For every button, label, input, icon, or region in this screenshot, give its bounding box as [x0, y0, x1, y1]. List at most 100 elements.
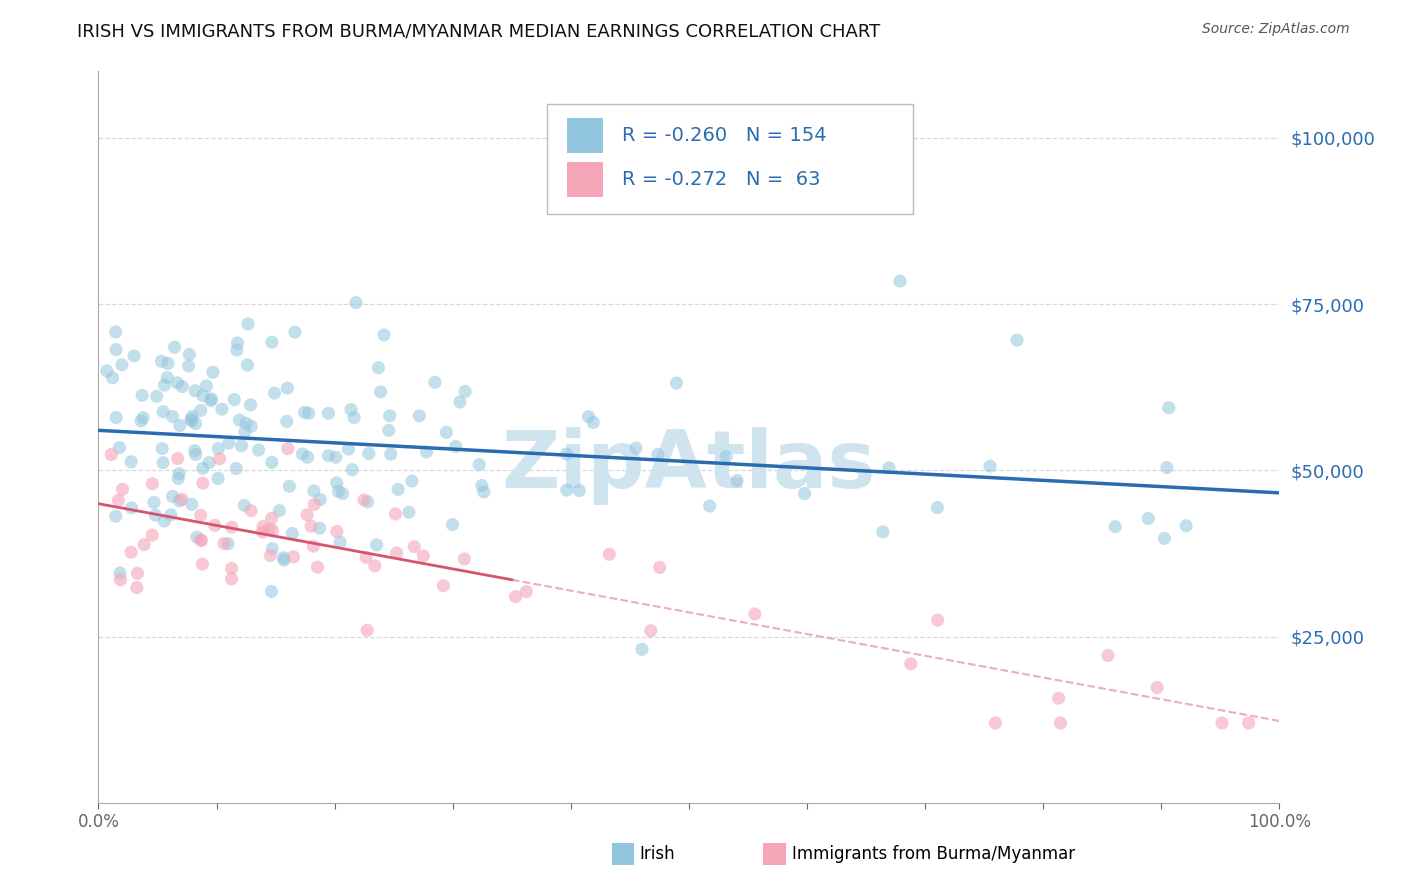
Point	[302, 539, 325, 553]
Point	[177, 359, 200, 373]
Point	[263, 386, 285, 401]
Point	[307, 560, 329, 574]
Point	[340, 463, 363, 477]
Point	[180, 414, 202, 428]
Point	[207, 442, 229, 456]
Point	[150, 354, 173, 368]
Point	[273, 550, 295, 565]
Point	[166, 376, 188, 390]
Point	[239, 398, 262, 412]
Point	[104, 509, 127, 524]
Point	[184, 384, 207, 398]
Point	[181, 409, 204, 424]
Point	[101, 371, 124, 385]
Point	[226, 343, 249, 357]
Point	[412, 549, 434, 563]
Point	[872, 524, 894, 539]
Point	[273, 553, 295, 567]
Point	[699, 499, 721, 513]
Point	[357, 446, 380, 460]
Point	[1104, 519, 1126, 533]
Point	[302, 483, 325, 498]
Point	[367, 360, 389, 375]
Point	[156, 356, 179, 370]
Point	[141, 476, 163, 491]
Point	[105, 410, 128, 425]
Point	[299, 519, 322, 533]
Point	[370, 384, 392, 399]
Point	[373, 327, 395, 342]
Point	[134, 537, 156, 551]
Point	[260, 511, 283, 525]
Point	[186, 530, 208, 544]
Point	[108, 566, 131, 580]
Point	[179, 347, 201, 361]
Point	[224, 392, 246, 407]
Point	[121, 500, 143, 515]
Point	[257, 523, 280, 537]
FancyBboxPatch shape	[567, 162, 603, 197]
Point	[100, 448, 122, 462]
Point	[384, 507, 406, 521]
Point	[640, 624, 662, 638]
Point	[343, 410, 366, 425]
Point	[744, 607, 766, 621]
Point	[180, 412, 202, 426]
Point	[1237, 716, 1260, 731]
Point	[125, 581, 148, 595]
Point	[191, 388, 214, 402]
Point	[1097, 648, 1119, 663]
Point	[233, 498, 256, 512]
Point	[141, 528, 163, 542]
Point	[167, 467, 190, 481]
Point	[262, 541, 284, 556]
Text: Irish: Irish	[640, 845, 675, 863]
Point	[190, 533, 212, 548]
Point	[471, 478, 494, 492]
Point	[308, 521, 330, 535]
Point	[143, 495, 166, 509]
Point	[145, 389, 167, 403]
Point	[555, 447, 578, 461]
Point	[328, 484, 350, 499]
Text: R = -0.272   N =  63: R = -0.272 N = 63	[621, 170, 820, 189]
Point	[184, 417, 207, 431]
Point	[380, 447, 402, 461]
Point	[195, 379, 218, 393]
Point	[236, 358, 259, 372]
Point	[927, 613, 949, 627]
Point	[295, 508, 318, 522]
Point	[725, 474, 748, 488]
Point	[364, 558, 387, 573]
Point	[211, 402, 233, 417]
Point	[298, 406, 321, 420]
Point	[208, 451, 231, 466]
Point	[877, 460, 900, 475]
Point	[269, 504, 291, 518]
Point	[423, 376, 446, 390]
Point	[212, 536, 235, 550]
Point	[1175, 518, 1198, 533]
Point	[184, 447, 207, 461]
Point	[1005, 333, 1028, 347]
Point	[432, 579, 454, 593]
Point	[190, 403, 212, 417]
Point	[1211, 716, 1233, 731]
Point	[153, 378, 176, 392]
Point	[172, 379, 194, 393]
Point	[304, 498, 326, 512]
Point	[221, 520, 243, 534]
Point	[1157, 401, 1180, 415]
Point	[793, 486, 815, 500]
Point	[122, 349, 145, 363]
Text: R = -0.260   N = 154: R = -0.260 N = 154	[621, 127, 827, 145]
Text: IRISH VS IMMIGRANTS FROM BURMA/MYANMAR MEDIAN EARNINGS CORRELATION CHART: IRISH VS IMMIGRANTS FROM BURMA/MYANMAR M…	[77, 22, 880, 40]
Point	[159, 508, 181, 522]
Point	[284, 325, 307, 339]
Point	[578, 409, 600, 424]
Point	[191, 461, 214, 475]
Point	[515, 584, 537, 599]
Point	[415, 445, 437, 459]
Point	[281, 526, 304, 541]
Point	[240, 419, 263, 434]
